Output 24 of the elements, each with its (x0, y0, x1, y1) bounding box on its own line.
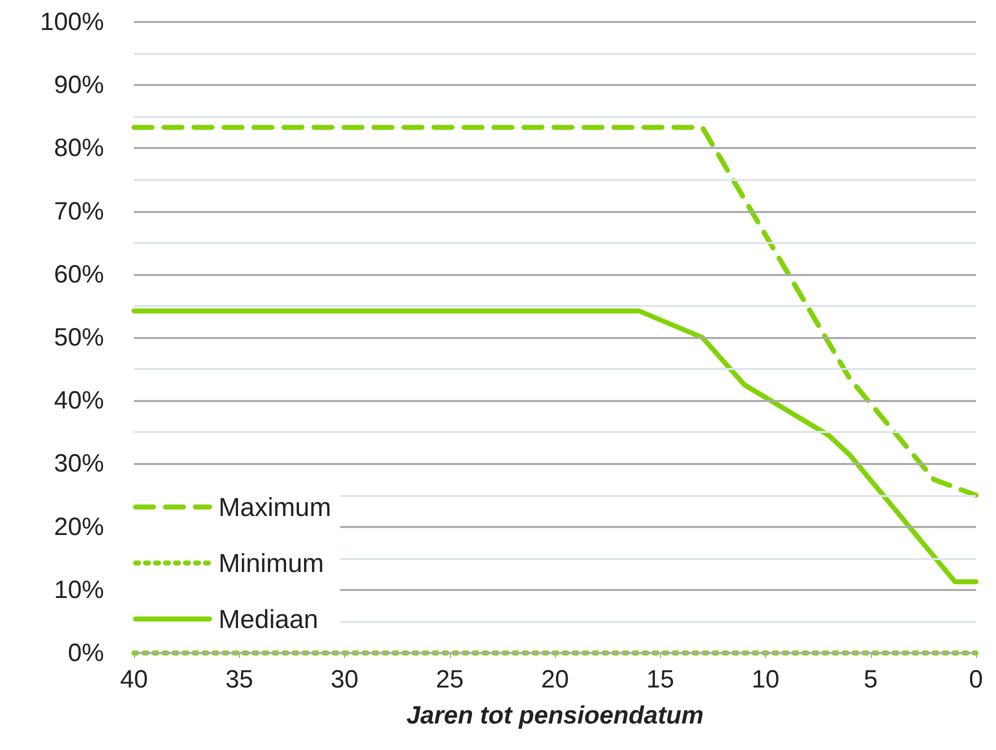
x-tick-label: 5 (864, 666, 878, 694)
y-tick-label: 100% (40, 8, 104, 36)
y-tick-label: 70% (54, 197, 104, 226)
y-tick-label: 60% (54, 260, 104, 288)
y-tick-label: 90% (54, 71, 104, 100)
y-tick-label: 0% (68, 639, 104, 667)
x-tick-label: 35 (225, 666, 254, 694)
x-tick-label: 30 (330, 666, 358, 694)
legend-label: Mediaan (218, 604, 318, 634)
y-tick-label: 80% (54, 134, 104, 162)
x-tick-label: 40 (120, 666, 148, 694)
y-tick-label: 30% (54, 450, 104, 478)
y-tick-label: 50% (54, 324, 104, 352)
y-tick-label: 20% (54, 512, 104, 541)
x-tick-label: 25 (436, 666, 464, 694)
legend-label: Maximum (218, 492, 332, 522)
x-tick-label: 15 (646, 666, 674, 694)
x-tick-label: 10 (752, 666, 780, 694)
x-axis-title: Jaren tot pensioendatum (406, 702, 704, 730)
y-tick-label: 40% (54, 386, 104, 415)
legend-label: Minimum (218, 548, 324, 578)
y-tick-label: 10% (54, 576, 104, 604)
x-tick-label: 0 (969, 666, 983, 694)
x-tick-label: 20 (541, 666, 569, 694)
